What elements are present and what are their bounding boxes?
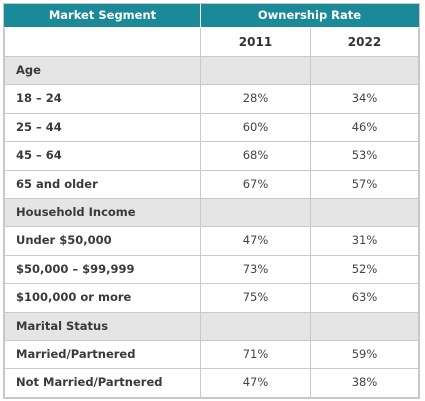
- year-2011-header: 2011: [200, 27, 311, 57]
- section-row-household-income: Household Income: [4, 198, 419, 228]
- section-row-marital-status: Marital Status: [4, 311, 419, 342]
- row-label: $100,000 or more: [4, 283, 201, 313]
- row-label: Not Married/Partnered: [4, 368, 201, 398]
- rate-2022: 63%: [310, 283, 419, 313]
- section-title: Age: [4, 55, 201, 86]
- market-segment-header: Market Segment: [4, 4, 201, 28]
- rate-2011: 28%: [200, 84, 311, 114]
- row-label: 18 – 24: [4, 84, 201, 114]
- table-row: 25 – 44 60% 46%: [4, 112, 419, 143]
- table-row: 45 – 64 68% 53%: [4, 141, 419, 171]
- table-row: 65 and older 67% 57%: [4, 169, 419, 200]
- rate-2022: 59%: [310, 340, 419, 370]
- row-label: $50,000 – $99,999: [4, 254, 201, 285]
- rate-2011: 47%: [200, 226, 311, 256]
- table-row: $100,000 or more 75% 63%: [4, 283, 419, 313]
- section-blank: [310, 55, 419, 86]
- rate-2011: 71%: [200, 340, 311, 370]
- section-row-age: Age: [4, 55, 419, 86]
- row-label: 45 – 64: [4, 141, 201, 171]
- rate-2011: 75%: [200, 283, 311, 313]
- rate-2022: 46%: [310, 112, 419, 143]
- rate-2022: 31%: [310, 226, 419, 256]
- rate-2011: 47%: [200, 368, 311, 398]
- table-row: 18 – 24 28% 34%: [4, 84, 419, 114]
- year-header-blank: [4, 27, 201, 57]
- section-blank: [200, 311, 311, 342]
- table-row: Not Married/Partnered 47% 38%: [4, 368, 419, 398]
- rate-2022: 52%: [310, 254, 419, 285]
- rate-2022: 38%: [310, 368, 419, 398]
- rate-2011: 67%: [200, 169, 311, 200]
- row-label: Under $50,000: [4, 226, 201, 256]
- row-label: Married/Partnered: [4, 340, 201, 370]
- section-blank: [200, 198, 311, 228]
- ownership-rate-header: Ownership Rate: [200, 4, 419, 28]
- table-row: Married/Partnered 71% 59%: [4, 340, 419, 370]
- section-blank: [310, 198, 419, 228]
- section-title: Marital Status: [4, 311, 201, 342]
- section-blank: [200, 55, 311, 86]
- row-label: 25 – 44: [4, 112, 201, 143]
- table-row: Under $50,000 47% 31%: [4, 226, 419, 256]
- ownership-rate-table: Market Segment Ownership Rate 2011 2022 …: [4, 4, 419, 398]
- table-header-row: Market Segment Ownership Rate: [4, 4, 419, 28]
- year-2022-header: 2022: [310, 27, 419, 57]
- rate-2022: 57%: [310, 169, 419, 200]
- row-label: 65 and older: [4, 169, 201, 200]
- section-blank: [310, 311, 419, 342]
- rate-2011: 60%: [200, 112, 311, 143]
- section-title: Household Income: [4, 198, 201, 228]
- rate-2022: 34%: [310, 84, 419, 114]
- rate-2011: 68%: [200, 141, 311, 171]
- rate-2022: 53%: [310, 141, 419, 171]
- rate-2011: 73%: [200, 254, 311, 285]
- year-header-row: 2011 2022: [4, 27, 419, 57]
- table-row: $50,000 – $99,999 73% 52%: [4, 254, 419, 285]
- ownership-rate-table-frame: Market Segment Ownership Rate 2011 2022 …: [3, 3, 420, 399]
